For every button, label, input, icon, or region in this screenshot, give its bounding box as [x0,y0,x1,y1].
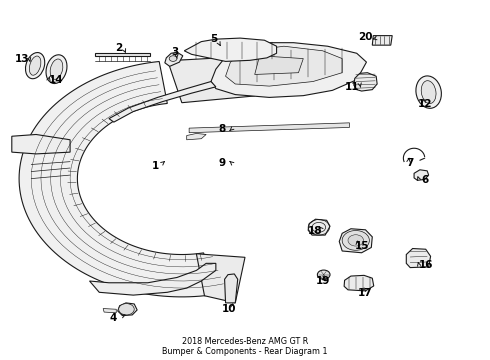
Polygon shape [165,52,183,66]
Polygon shape [339,229,372,253]
Text: 19: 19 [316,276,330,286]
Text: 3: 3 [171,46,178,57]
Text: 20: 20 [358,32,373,42]
Circle shape [318,270,330,279]
Text: 16: 16 [418,260,433,270]
Text: 2018 Mercedes-Benz AMG GT R
Bumper & Components - Rear Diagram 1: 2018 Mercedes-Benz AMG GT R Bumper & Com… [162,337,328,356]
Polygon shape [354,73,377,91]
Ellipse shape [421,81,436,104]
Text: 5: 5 [210,34,217,44]
Polygon shape [255,56,303,75]
Text: 14: 14 [49,75,64,85]
Polygon shape [196,254,245,303]
Text: 8: 8 [218,124,225,134]
Polygon shape [96,53,150,56]
Ellipse shape [50,59,63,79]
Text: 9: 9 [218,158,225,168]
Polygon shape [184,38,276,62]
Text: 6: 6 [421,175,428,185]
Text: 1: 1 [151,161,159,171]
Text: 17: 17 [358,288,373,298]
Text: 2: 2 [115,43,122,53]
Circle shape [119,303,134,315]
Circle shape [169,56,177,62]
Text: 4: 4 [109,313,117,323]
Text: 15: 15 [354,241,369,251]
Polygon shape [224,274,238,303]
Polygon shape [90,264,216,295]
Ellipse shape [25,53,45,79]
Polygon shape [308,219,330,235]
Circle shape [348,235,364,246]
Polygon shape [189,123,349,133]
Polygon shape [372,36,392,45]
Ellipse shape [416,76,441,108]
Text: 12: 12 [417,99,432,109]
Polygon shape [118,303,137,316]
Ellipse shape [46,55,67,84]
Text: 13: 13 [15,54,30,64]
Polygon shape [12,135,70,154]
Circle shape [342,230,369,250]
Text: 11: 11 [344,82,359,92]
Text: 10: 10 [222,304,237,314]
Polygon shape [109,81,216,122]
Polygon shape [187,134,206,140]
Polygon shape [103,309,116,313]
Text: 7: 7 [407,158,414,168]
Ellipse shape [29,56,41,75]
Polygon shape [406,248,431,267]
Polygon shape [414,170,429,180]
Polygon shape [19,62,216,297]
Polygon shape [211,43,367,98]
Polygon shape [168,57,255,103]
Polygon shape [344,275,374,291]
Text: 18: 18 [308,226,323,236]
Polygon shape [225,46,342,86]
